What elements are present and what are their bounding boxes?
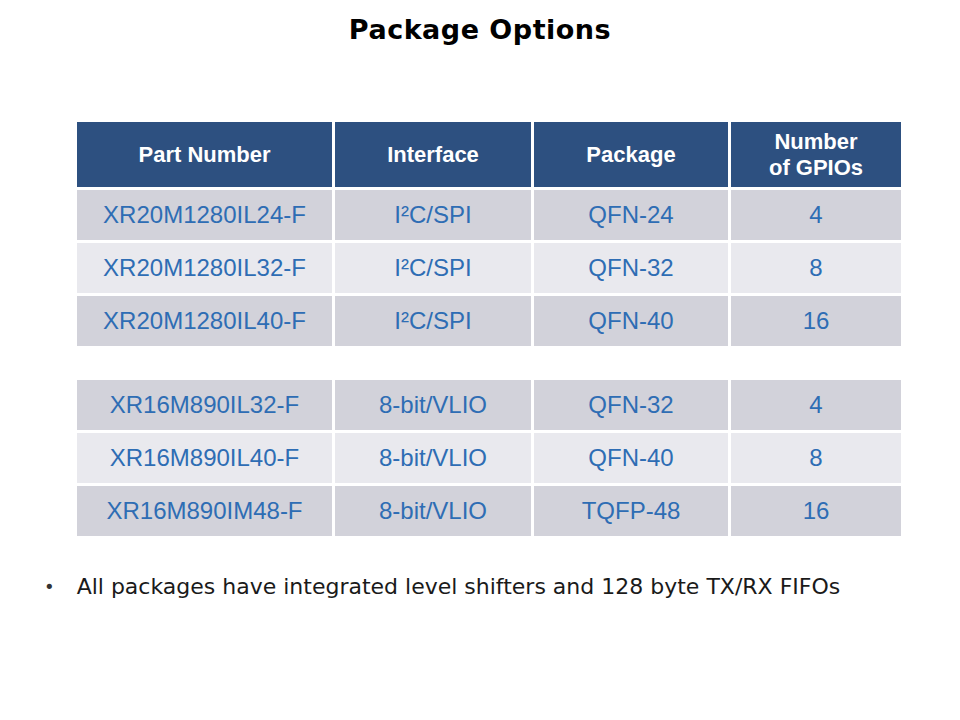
cell-gpios: 4 xyxy=(731,190,901,240)
cell-part-number: XR20M1280IL40-F xyxy=(77,296,332,346)
slide: Package Options Part Number Interface Pa… xyxy=(0,0,960,720)
cell-package: QFN-24 xyxy=(534,190,728,240)
cell-gpios: 4 xyxy=(731,380,901,430)
cell-interface: 8-bit/VLIO xyxy=(335,486,531,536)
cell-part-number: XR16M890IM48-F xyxy=(77,486,332,536)
cell-package: QFN-40 xyxy=(534,296,728,346)
cell-gpios: 8 xyxy=(731,433,901,483)
cell-package: TQFP-48 xyxy=(534,486,728,536)
cell-package: QFN-32 xyxy=(534,380,728,430)
cell-package: QFN-32 xyxy=(534,243,728,293)
column-header-gpios: Number of GPIOs xyxy=(731,122,901,187)
cell-interface: 8-bit/VLIO xyxy=(335,433,531,483)
cell-package: QFN-40 xyxy=(534,433,728,483)
cell-interface: I²C/SPI xyxy=(335,190,531,240)
page-title: Package Options xyxy=(0,14,960,46)
cell-interface: I²C/SPI xyxy=(335,296,531,346)
column-header-part-number: Part Number xyxy=(77,122,332,187)
package-table-xr16m: XR16M890IL32-F 8-bit/VLIO QFN-32 4 XR16M… xyxy=(77,380,901,536)
package-table-xr20m: Part Number Interface Package Number of … xyxy=(77,122,901,346)
column-header-interface: Interface xyxy=(335,122,531,187)
cell-gpios: 16 xyxy=(731,486,901,536)
cell-interface: 8-bit/VLIO xyxy=(335,380,531,430)
column-header-package: Package xyxy=(534,122,728,187)
cell-part-number: XR16M890IL32-F xyxy=(77,380,332,430)
footnote-bullet-item: • All packages have integrated level shi… xyxy=(40,572,930,602)
footnote-text: All packages have integrated level shift… xyxy=(77,572,841,602)
cell-part-number: XR20M1280IL32-F xyxy=(77,243,332,293)
cell-interface: I²C/SPI xyxy=(335,243,531,293)
bullet-icon: • xyxy=(44,572,55,602)
cell-gpios: 16 xyxy=(731,296,901,346)
cell-gpios: 8 xyxy=(731,243,901,293)
cell-part-number: XR16M890IL40-F xyxy=(77,433,332,483)
cell-part-number: XR20M1280IL24-F xyxy=(77,190,332,240)
